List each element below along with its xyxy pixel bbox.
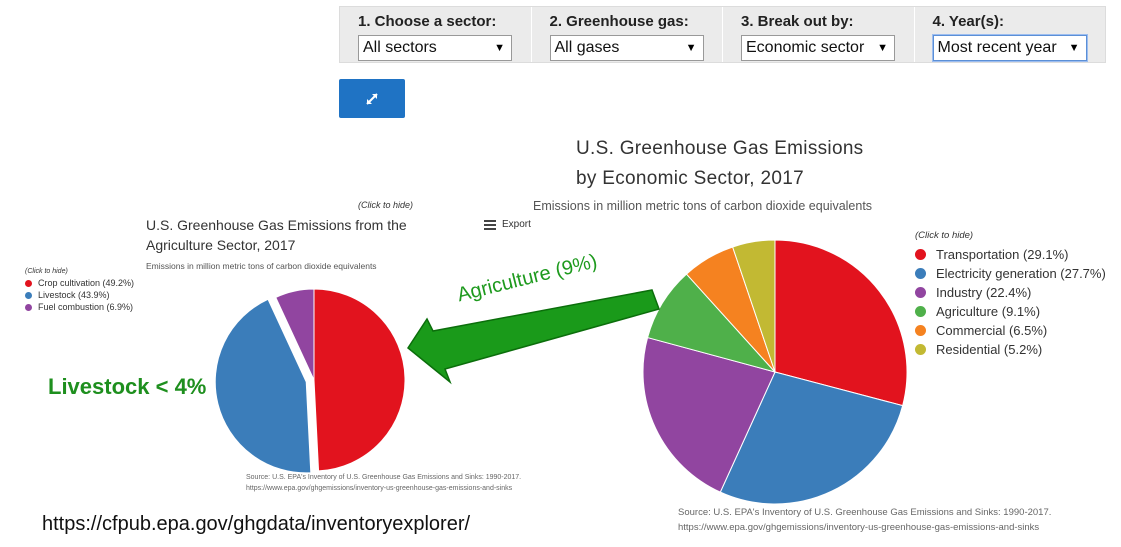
- agriculture-pie: [214, 288, 406, 474]
- legend-marker: [915, 287, 926, 298]
- source-line: Source: U.S. EPA's Inventory of U.S. Gre…: [678, 507, 1052, 518]
- export-button[interactable]: Export: [484, 219, 531, 230]
- legend-marker: [25, 279, 32, 287]
- filter-label: 1. Choose a sector:: [358, 13, 497, 30]
- caret-down-icon: ▼: [877, 42, 888, 54]
- agriculture-chart-subtitle: Emissions in million metric tons of carb…: [146, 261, 377, 271]
- pie-slice-livestock[interactable]: [214, 298, 312, 474]
- breakout-select[interactable]: Economic sector ▼: [741, 35, 895, 61]
- filter-sector: 1. Choose a sector: All sectors ▼: [340, 7, 531, 62]
- agriculture-source: Source: U.S. EPA's Inventory of U.S. Gre…: [246, 472, 521, 494]
- click-to-hide-link[interactable]: (Click to hide): [358, 200, 414, 210]
- select-value: Most recent year: [937, 39, 1057, 56]
- green-arrow-shape: [407, 289, 660, 385]
- agriculture-legend-item[interactable]: Livestock (43.9%): [25, 289, 134, 301]
- pie-slice-crop-cultivation[interactable]: [313, 288, 406, 472]
- gas-select[interactable]: All gases ▼: [549, 35, 704, 61]
- click-to-hide-link[interactable]: (Click to hide): [915, 230, 974, 241]
- legend-label: Crop cultivation (49.2%): [38, 278, 135, 288]
- caret-down-icon: ▼: [685, 42, 697, 54]
- main-legend-item[interactable]: Residential (5.2%): [915, 340, 1106, 359]
- main-legend: (Click to hide) Transportation (29.1%) El…: [915, 230, 1106, 359]
- main-legend-item[interactable]: Electricity generation (27.7%): [915, 264, 1106, 283]
- pie-slice-electricity-generation[interactable]: [719, 371, 904, 505]
- filter-year: 4. Year(s): Most recent year ▼: [913, 7, 1106, 62]
- main-legend-item[interactable]: Commercial (6.5%): [915, 321, 1106, 340]
- filter-breakout: 3. Break out by: Economic sector ▼: [722, 7, 914, 62]
- legend-marker: [915, 268, 926, 279]
- source-line: Source: U.S. EPA's Inventory of U.S. Gre…: [246, 474, 522, 481]
- main-chart-title: U.S. Greenhouse Gas Emissions by Economi…: [576, 134, 863, 194]
- main-legend-item[interactable]: Industry (22.4%): [915, 283, 1106, 302]
- arrow-annotation: [407, 289, 660, 385]
- legend-marker: [25, 303, 32, 311]
- filter-label: 3. Break out by:: [741, 13, 854, 30]
- pie-slice-industry[interactable]: [642, 336, 776, 493]
- title-line: U.S. Greenhouse Gas Emissions: [576, 138, 864, 159]
- agriculture-legend-item[interactable]: Crop cultivation (49.2%): [25, 277, 134, 289]
- caret-down-icon: ▼: [1068, 42, 1080, 54]
- source-url-caption: https://cfpub.epa.gov/ghgdata/inventorye…: [42, 513, 471, 535]
- filter-bar: 1. Choose a sector: All sectors ▼ 2. Gre…: [339, 6, 1106, 63]
- title-line: by Economic Sector, 2017: [576, 168, 804, 189]
- filter-label: 4. Year(s):: [932, 13, 1004, 30]
- pie-slice-fuel-combustion[interactable]: [275, 288, 315, 381]
- agriculture-legend-item[interactable]: Fuel combustion (6.9%): [25, 301, 134, 313]
- legend-label: Electricity generation (27.7%): [936, 266, 1106, 281]
- pie-slice-residential[interactable]: [732, 239, 776, 373]
- legend-label: Industry (22.4%): [936, 285, 1032, 300]
- select-value: Economic sector: [746, 39, 865, 56]
- expand-arrows-icon: [366, 92, 378, 105]
- source-url: https://www.epa.gov/ghgemissions/invento…: [246, 485, 513, 492]
- legend-label: Fuel combustion (6.9%): [38, 302, 134, 312]
- export-label: Export: [502, 219, 531, 230]
- legend-label: Residential (5.2%): [936, 342, 1043, 357]
- legend-label: Livestock (43.9%): [38, 290, 110, 300]
- legend-label: Commercial (6.5%): [936, 323, 1048, 338]
- main-chart-subtitle: Emissions in million metric tons of carb…: [533, 199, 873, 213]
- expand-button[interactable]: [339, 79, 405, 118]
- main-legend-item[interactable]: Agriculture (9.1%): [915, 302, 1106, 321]
- select-value: All sectors: [363, 39, 437, 56]
- main-legend-item[interactable]: Transportation (29.1%): [915, 245, 1106, 264]
- select-value: All gases: [554, 39, 620, 56]
- menu-icon: [484, 219, 496, 230]
- click-to-hide-link[interactable]: (Click to hide): [25, 268, 68, 275]
- legend-label: Agriculture (9.1%): [936, 304, 1041, 319]
- year-select[interactable]: Most recent year ▼: [932, 35, 1087, 61]
- legend-marker: [915, 344, 926, 355]
- legend-marker: [25, 291, 32, 299]
- legend-label: Transportation (29.1%): [936, 247, 1069, 262]
- pie-slice-transportation[interactable]: [774, 239, 908, 407]
- economic-sector-pie: [642, 239, 908, 505]
- agriculture-chart-title: U.S. Greenhouse Gas Emissions from the A…: [146, 217, 407, 253]
- caret-down-icon: ▼: [494, 42, 505, 54]
- legend-marker: [915, 325, 926, 336]
- filter-label: 2. Greenhouse gas:: [549, 13, 689, 30]
- main-source: Source: U.S. EPA's Inventory of U.S. Gre…: [678, 505, 1051, 535]
- legend-marker: [915, 249, 926, 260]
- source-url: https://www.epa.gov/ghgemissions/invento…: [678, 522, 1040, 533]
- sector-select[interactable]: All sectors ▼: [358, 35, 512, 61]
- agriculture-legend: (Click to hide) Crop cultivation (49.2%)…: [25, 268, 134, 313]
- filter-gas: 2. Greenhouse gas: All gases ▼: [530, 7, 723, 62]
- livestock-annotation: Livestock < 4%: [48, 374, 207, 399]
- legend-marker: [915, 306, 926, 317]
